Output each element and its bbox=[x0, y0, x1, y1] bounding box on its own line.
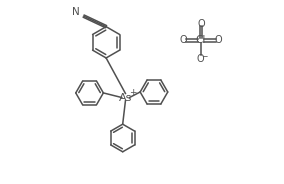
Text: Cl: Cl bbox=[196, 36, 206, 45]
Text: O: O bbox=[179, 36, 187, 45]
Text: N: N bbox=[72, 7, 80, 17]
Text: As: As bbox=[119, 93, 132, 102]
Text: O: O bbox=[215, 36, 222, 45]
Text: −: − bbox=[201, 53, 208, 62]
Text: O: O bbox=[197, 54, 204, 63]
Text: O: O bbox=[197, 19, 205, 29]
Text: +: + bbox=[130, 88, 137, 97]
